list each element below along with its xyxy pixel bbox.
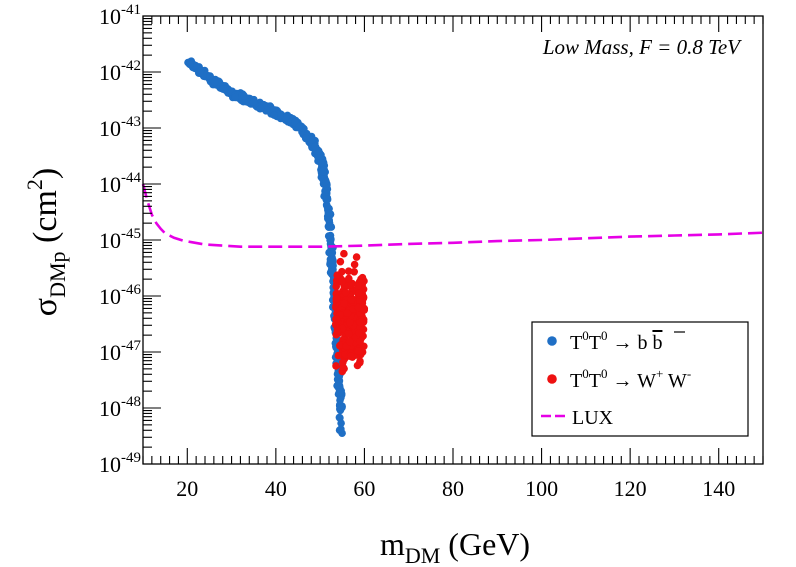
x-tick-label: 60 [353,476,375,501]
ww-data-point [354,282,362,290]
bb-data-point [327,256,335,264]
ww-data-point [332,315,341,323]
bb-data-point [323,195,331,203]
bb-data-point [240,92,248,100]
bb-data-point [186,60,194,69]
x-tick-label: 40 [265,476,287,501]
y-axis-title: σDMp (cm2) [22,168,70,316]
ww-data-point [332,362,340,370]
bb-data-point [256,104,265,113]
ww-data-point [336,257,345,266]
ww-data-point [340,299,348,308]
bb-data-point [337,425,345,433]
bb-data-point [326,222,334,231]
bb-data-point [295,122,304,131]
y-tick-label: 10-45 [99,226,141,253]
y-tick-label: 10-48 [99,394,141,421]
bb-data-point [231,93,240,102]
x-tick-label: 120 [614,476,647,501]
y-tick-label: 10-42 [99,58,141,85]
ww-data-point [333,327,342,336]
chart-annotation: Low Mass, F = 0.8 TeV [542,35,742,59]
bb-data-point [262,106,271,114]
bb-data-point [324,214,332,223]
bb-data-point [206,72,214,80]
bb-data-point [219,85,228,93]
legend-label-bb: T0T0 → b b [570,328,662,354]
ww-data-point [352,253,361,261]
bb-data-point [335,388,344,396]
legend: T0T0 → b b T0T0 → W+ W- LUX [531,321,749,437]
bb-data-point [326,268,335,277]
y-tick-label: 10-46 [99,282,141,309]
ww-data-point [354,347,363,355]
x-tick-label: 80 [442,476,464,501]
bb-data-point [325,209,333,217]
ww-data-point [355,289,363,298]
lux-limit-line [141,183,764,248]
y-tick-label: 10-41 [99,2,141,29]
bb-data-point [276,111,284,120]
ww-data-point [333,271,342,280]
legend-label-lux: LUX [572,407,614,429]
bb-data-point [324,232,333,240]
ww-data-point [347,352,355,361]
x-tick-label: 140 [702,476,735,501]
x-axis-title: mDM (GeV) [380,526,530,567]
ww-data-point [344,330,353,338]
ww-data-point [339,358,347,367]
legend-marker-ww [547,374,557,384]
bb-data-point [249,98,258,106]
ww-data-point [332,282,341,291]
ww-data-point [360,306,369,314]
bb-data-point [326,249,335,257]
legend-label-ww: T0T0 → W+ W- [570,366,691,392]
bb-data-point [210,78,219,87]
bb-data-point [322,177,330,186]
ww-data-point [356,337,364,346]
axis-ticks-layer: 20 40 60 80 100 120 140 10-49 10-48 10-47 10-46 10-… [99,2,764,501]
bb-data-point [301,134,310,143]
ww-data-point [354,303,363,312]
bb-data-point [196,69,204,77]
bb-data-point [336,396,344,405]
y-tick-label: 10-44 [99,170,141,197]
ww-data-point [334,351,343,360]
legend-marker-bb [547,336,557,346]
bb-data-point [317,158,325,167]
ww-data-point [344,267,353,276]
ww-data-point [345,337,354,346]
ww-data-point [346,318,354,327]
ww-data-point [356,318,365,327]
x-tick-label: 100 [525,476,558,501]
bb-data-point [311,142,320,151]
x-tick-label: 20 [176,476,198,501]
ww-data-point [355,329,364,337]
ww-data-point [343,309,352,317]
bb-data-point [270,111,278,119]
ww-data-point [350,268,359,276]
ww-data-point [332,294,341,303]
bb-data-point [337,419,345,428]
data-points-layer [184,57,369,438]
y-tick-label: 10-49 [99,450,141,477]
ww-data-point [345,274,353,283]
bb-data-point [308,136,316,144]
legend-box [531,321,749,437]
bb-data-point [319,167,327,176]
bb-data-point [336,404,345,412]
ww-data-point [347,296,356,304]
ww-data-point [338,278,346,286]
y-tick-label: 10-47 [99,338,141,365]
y-tick-label: 10-43 [99,114,141,141]
ww-data-point [341,288,350,297]
ww-data-point [340,249,348,258]
bb-data-point [335,413,344,422]
ww-data-point [353,361,362,370]
ww-data-point [350,260,359,269]
